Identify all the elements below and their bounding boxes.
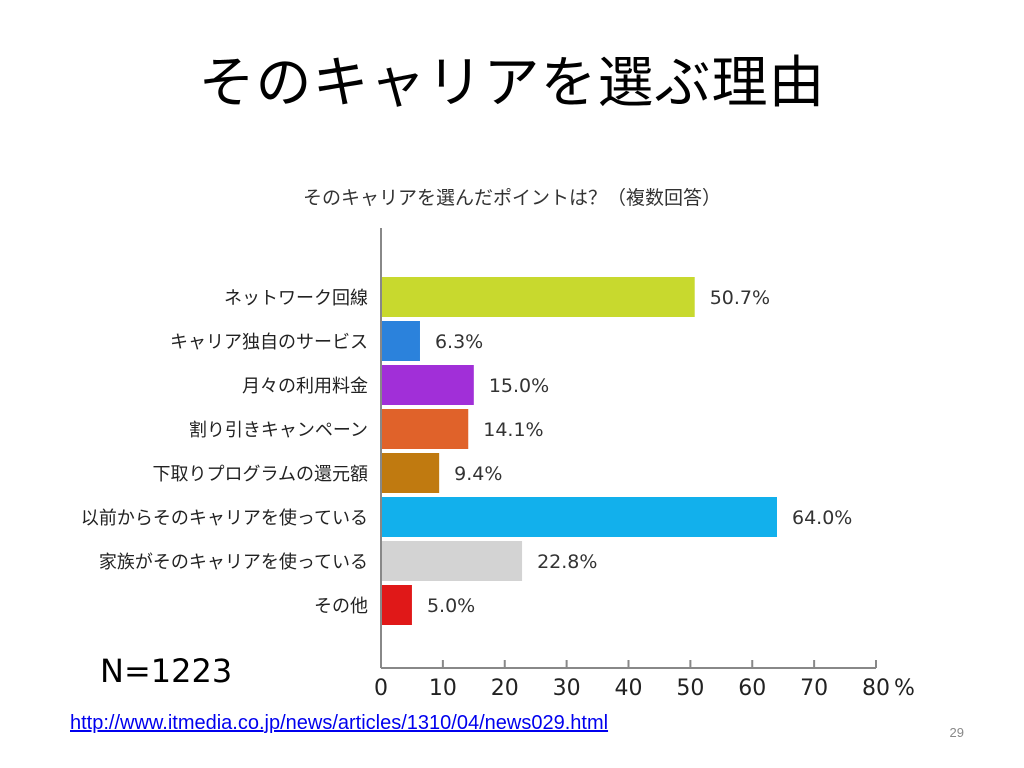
x-tick-label: 40 xyxy=(615,676,643,701)
category-label: 割り引きキャンペーン xyxy=(189,420,368,441)
x-tick-label: 50 xyxy=(676,676,704,701)
value-label: 14.1% xyxy=(483,419,543,441)
sample-size: N=1223 xyxy=(100,652,233,690)
category-label: ネットワーク回線 xyxy=(224,288,368,309)
bar xyxy=(381,497,777,537)
chart-title: そのキャリアを選んだポイントは？（複数回答） xyxy=(303,187,721,209)
category-label: 月々の利用料金 xyxy=(242,376,368,397)
x-tick-label: 30 xyxy=(553,676,581,701)
bar xyxy=(381,365,474,405)
value-label: 22.8% xyxy=(537,551,597,573)
value-label: 50.7% xyxy=(710,287,770,309)
category-label: キャリア独自のサービス xyxy=(170,332,368,353)
category-label: 家族がそのキャリアを使っている xyxy=(99,552,368,573)
bar xyxy=(381,409,469,449)
x-tick-label: 10 xyxy=(429,676,457,701)
bar xyxy=(381,541,523,581)
x-tick-label: 60 xyxy=(738,676,766,701)
value-label: 15.0% xyxy=(489,375,549,397)
value-label: 5.0% xyxy=(427,595,475,617)
value-label: 9.4% xyxy=(454,463,502,485)
bar xyxy=(381,277,695,317)
slide-title: そのキャリアを選ぶ理由 xyxy=(198,51,826,116)
category-label: その他 xyxy=(314,596,368,617)
value-label: 64.0% xyxy=(792,507,852,529)
bar xyxy=(381,453,440,493)
x-tick-label: 20 xyxy=(491,676,519,701)
bar xyxy=(381,585,412,625)
page-number: 29 xyxy=(949,725,964,740)
bars-layer: ネットワーク回線 50.7% キャリア独自のサービス 6.3% 月々の利用料金 15.0%… xyxy=(81,277,852,625)
source-link[interactable]: http://www.itmedia.co.jp/news/articles/1… xyxy=(70,712,609,734)
axis-layer: 0 10 20 30 40 50 60 70 80% xyxy=(374,228,915,701)
x-tick-label: 80 xyxy=(862,676,890,701)
category-label: 下取りプログラムの還元額 xyxy=(153,464,368,485)
x-unit-label: % xyxy=(894,676,915,701)
value-label: 6.3% xyxy=(435,331,483,353)
bar xyxy=(381,321,420,361)
x-tick-label: 0 xyxy=(374,676,388,701)
x-tick-label: 70 xyxy=(800,676,828,701)
category-label: 以前からそのキャリアを使っている xyxy=(81,508,368,529)
